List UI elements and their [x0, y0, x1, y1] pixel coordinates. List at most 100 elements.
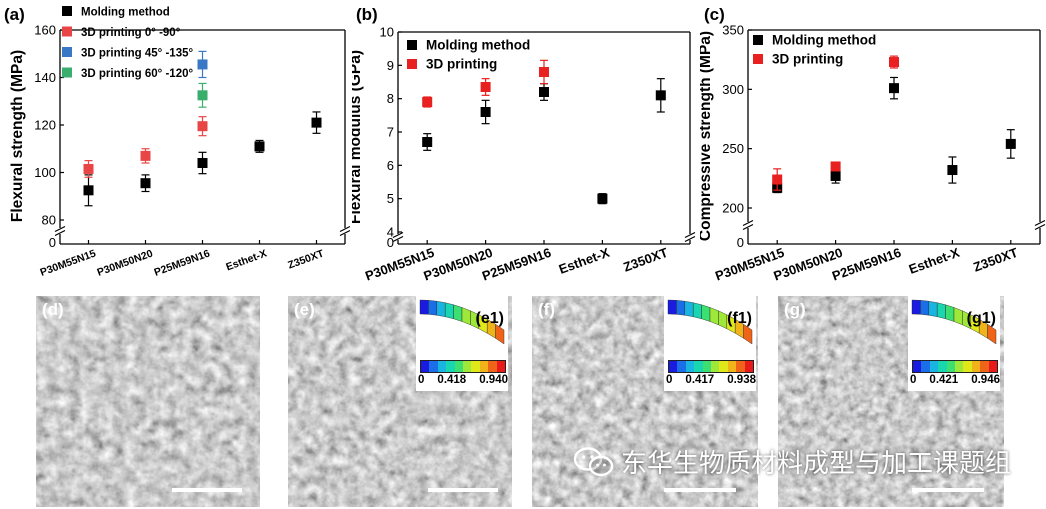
data-point	[597, 193, 608, 204]
beam-segment	[718, 310, 727, 330]
colorbar-segment	[736, 361, 745, 372]
sem-texture	[36, 296, 260, 507]
x-tick-label: Z350XT	[971, 245, 1020, 275]
y-axis-label: Compressive strength (MPa)	[700, 31, 714, 241]
data-point	[1005, 138, 1016, 149]
data-point	[140, 178, 151, 189]
sem-panel-f: (f) (f1) 0 0.417 0.938	[532, 296, 758, 507]
colorbar	[668, 360, 754, 373]
legend-marker	[62, 6, 72, 16]
panel-label: (a)	[4, 5, 25, 24]
colorbar-min: 0	[666, 374, 673, 386]
x-tick-label: P30M55N15	[39, 247, 98, 278]
scale-bar	[428, 488, 498, 492]
data-point	[889, 83, 899, 94]
axis-break-gap	[54, 228, 66, 234]
y-tick-label: 5	[387, 191, 394, 206]
sem-panel-d: (d)	[36, 296, 260, 507]
colorbar-segment	[744, 361, 754, 372]
x-tick-label: Esthet-X	[557, 245, 612, 277]
panel-label-f: (f)	[538, 300, 555, 319]
legend-label: Molding method	[772, 33, 876, 48]
colorbar-ticks: 0 0.417 0.938	[666, 374, 756, 386]
legend-label: 3D printing	[426, 57, 497, 72]
axis-break-gap	[1034, 222, 1046, 228]
legend-label: Molding method	[81, 7, 170, 19]
legend-label: 3D printing 0° -90°	[81, 27, 181, 39]
panel-label-e: (e)	[294, 300, 315, 319]
colorbar-ticks: 0 0.421 0.946	[910, 374, 1000, 386]
beam-segment	[419, 299, 429, 315]
panel-label: (b)	[356, 5, 378, 24]
legend-marker	[753, 54, 763, 64]
colorbar-segment	[479, 361, 489, 372]
axis-break-mark	[339, 229, 350, 237]
data-point	[197, 158, 208, 168]
colorbar-segment	[446, 361, 455, 372]
axis-break-mark	[392, 235, 404, 243]
colorbar-segment	[929, 361, 939, 372]
axis-break-gap	[742, 222, 754, 228]
data-point	[197, 121, 208, 132]
axis-break-mark	[742, 223, 754, 231]
colorbar-segment	[471, 361, 480, 372]
data-point	[197, 90, 208, 101]
inset-label-g1: (g1)	[966, 310, 996, 327]
colorbar-segment	[711, 361, 720, 372]
y-tick-label-zero: 0	[737, 235, 744, 250]
data-point	[539, 87, 549, 97]
beam-segment	[667, 299, 677, 315]
inset-label-f1: (f1)	[727, 310, 752, 327]
legend-marker	[407, 40, 417, 50]
beam-segment	[436, 300, 446, 317]
sem-panel-g: (g) (g1) 0 0.421 0.946	[778, 296, 1004, 507]
colorbar-segment	[971, 361, 981, 372]
axis-break-mark	[54, 225, 66, 233]
colorbar-segment	[946, 361, 956, 372]
colorbar-segment	[719, 361, 728, 372]
colorbar-segment	[727, 361, 737, 372]
axis-break-mark	[742, 219, 754, 227]
fem-inset-e1: (e1) 0 0.418 0.940	[416, 296, 508, 391]
data-point	[772, 174, 783, 185]
inset-label-e1: (e1)	[475, 310, 504, 327]
data-point	[83, 185, 94, 196]
colorbar-segment	[702, 361, 712, 372]
y-tick-label-zero: 0	[387, 235, 394, 250]
beam-segment	[709, 307, 719, 326]
panel-label: (c)	[704, 5, 725, 24]
beam-segment	[445, 302, 454, 320]
legend-label: 3D printing 60° -120°	[81, 68, 193, 80]
data-point	[889, 57, 899, 68]
chart-c-compressive-strength: (c) 200 250 300 350 0 Compressive strength (MP…	[700, 5, 1046, 284]
y-tick-label: 250	[722, 141, 744, 156]
data-point	[254, 141, 265, 152]
beam-segment	[911, 299, 921, 315]
beam-segment	[428, 300, 437, 316]
beam-segment	[495, 323, 505, 345]
colorbar-segment	[685, 361, 695, 372]
scale-bar	[664, 488, 736, 492]
colorbar-segment	[980, 361, 989, 372]
axis-break-mark	[1034, 219, 1046, 227]
axis-break-mark	[684, 235, 696, 243]
sem-panel-e: (e) (e1) 0 0.418 0.940	[288, 296, 512, 507]
axis-break-mark	[392, 231, 404, 239]
axis-break-gap	[684, 234, 696, 240]
axis-break-gap	[339, 228, 350, 234]
beam-segment	[453, 304, 463, 322]
x-tick-label: Z350XT	[621, 245, 670, 275]
data-point	[422, 137, 433, 147]
beam-segment	[937, 302, 946, 320]
chart-a-flexural-strength: (a) 80 100 120 140 160 0 Flexural strength (MPa…	[4, 5, 350, 279]
legend-label: 3D printing 45° -135°	[81, 48, 193, 60]
y-tick-label: 7	[387, 125, 394, 140]
y-tick-label-zero: 0	[49, 235, 56, 250]
scale-bar	[912, 488, 984, 492]
legend-marker	[62, 26, 72, 37]
colorbar-mid: 0.417	[685, 374, 715, 386]
beam-segment	[701, 304, 711, 322]
y-axis-label: Flexural strength (MPa)	[9, 50, 26, 222]
